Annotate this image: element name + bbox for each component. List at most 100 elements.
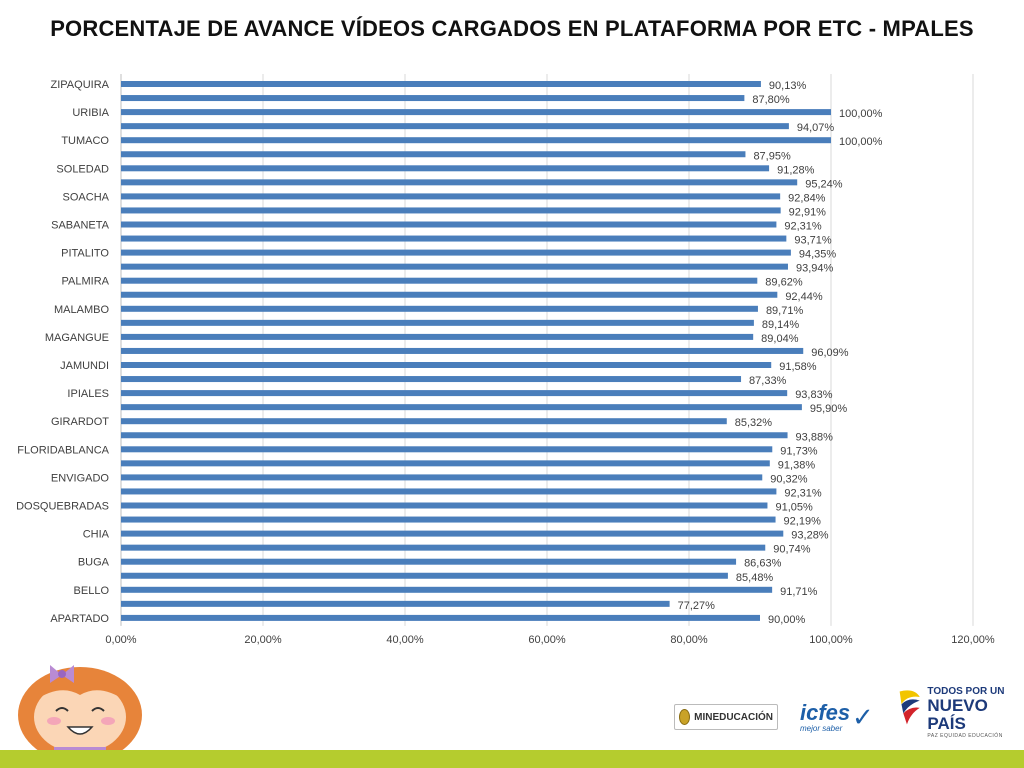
x-tick-label: 120,00% [951, 634, 995, 646]
bar [121, 558, 737, 565]
x-tick-label: 80,00% [670, 634, 708, 646]
bar [121, 530, 784, 537]
category-label: PITALITO [61, 248, 109, 260]
data-label: 87,80% [752, 94, 790, 106]
bar [121, 390, 788, 397]
bar [121, 277, 758, 284]
bar [121, 404, 802, 411]
bar [121, 179, 798, 186]
bar [121, 474, 763, 481]
data-label: 95,90% [810, 403, 848, 415]
data-label: 93,88% [796, 431, 834, 443]
bar [121, 572, 728, 579]
category-label: MALAMBO [54, 304, 109, 316]
bar [121, 81, 761, 87]
category-label: ENVIGADO [51, 472, 110, 484]
data-label: 91,73% [780, 445, 818, 457]
data-label: 90,32% [770, 473, 808, 485]
category-label: BUGA [78, 557, 110, 569]
mineducacion-logo: MINEDUCACIÓN [674, 704, 778, 730]
category-label: MAGANGUE [45, 332, 109, 344]
checkmark-icon: ✓ [852, 702, 874, 732]
x-tick-label: 40,00% [386, 634, 424, 646]
girl-illustration [18, 665, 142, 755]
bar [121, 95, 745, 102]
data-label: 86,63% [744, 558, 782, 570]
bar [121, 446, 773, 453]
data-label: 91,58% [779, 361, 817, 373]
bar [121, 460, 770, 467]
x-tick-label: 100,00% [809, 634, 853, 646]
data-label: 96,09% [811, 347, 849, 359]
bar [121, 165, 770, 172]
bar [121, 221, 777, 228]
data-label: 93,28% [791, 530, 829, 542]
category-label: GIRARDOT [51, 416, 109, 428]
data-label: 93,94% [796, 263, 834, 275]
data-label: 89,62% [765, 277, 803, 289]
data-label: 93,83% [795, 389, 833, 401]
x-tick-label: 60,00% [528, 634, 566, 646]
category-label: APARTADO [50, 613, 109, 625]
coat-of-arms-icon [679, 709, 691, 725]
bar [121, 137, 831, 144]
data-label: 92,91% [789, 206, 827, 218]
category-label: FLORIDABLANCA [17, 444, 109, 456]
bar [121, 544, 766, 551]
data-label: 93,71% [794, 235, 832, 247]
bar [121, 614, 760, 621]
icfes-logo: icfes mejor saber ✓ [800, 700, 874, 734]
data-label: 90,13% [769, 80, 807, 92]
bar [121, 347, 804, 354]
category-label: CHIA [83, 529, 110, 541]
category-label: URIBIA [72, 107, 109, 119]
category-label: SABANETA [51, 220, 110, 232]
bar [121, 432, 788, 439]
bar [121, 305, 758, 312]
data-label: 95,24% [805, 178, 843, 190]
data-label: 92,31% [784, 487, 822, 499]
bar [121, 123, 789, 130]
x-tick-label: 20,00% [244, 634, 282, 646]
data-label: 89,04% [761, 333, 799, 345]
data-label: 94,07% [797, 122, 835, 134]
category-label: JAMUNDI [60, 360, 109, 372]
category-label: DOSQUEBRADAS [16, 501, 109, 513]
footer-accent-bar [0, 750, 1024, 768]
bar [121, 235, 787, 242]
todos-por-un-nuevo-pais-logo: TODOS POR UN NUEVO PAÍS PAZ EQUIDAD EDUC… [896, 686, 1022, 739]
data-label: 89,14% [762, 319, 800, 331]
bar [121, 488, 777, 495]
data-label: 87,33% [749, 375, 787, 387]
bar [121, 418, 727, 425]
page-title: PORCENTAJE DE AVANCE VÍDEOS CARGADOS EN … [50, 16, 974, 41]
data-label: 77,27% [678, 600, 716, 612]
bar [121, 600, 670, 607]
bar [121, 376, 742, 383]
data-label: 92,31% [784, 221, 822, 233]
bar [121, 109, 831, 116]
data-label: 85,32% [735, 417, 773, 429]
data-label: 91,28% [777, 164, 815, 176]
bar [121, 362, 772, 368]
bar [121, 263, 788, 270]
category-label: SOACHA [63, 191, 110, 203]
bar [121, 207, 781, 214]
category-label: IPIALES [67, 388, 109, 400]
data-label: 100,00% [839, 108, 883, 120]
bar [121, 586, 773, 593]
category-label: SOLEDAD [56, 163, 109, 175]
data-label: 90,74% [773, 544, 811, 556]
x-tick-label: 0,00% [105, 634, 136, 646]
data-label: 89,71% [766, 305, 804, 317]
data-label: 92,44% [785, 291, 823, 303]
data-label: 91,38% [778, 459, 816, 471]
category-label: PALMIRA [62, 276, 110, 288]
data-label: 91,71% [780, 586, 818, 598]
bar [121, 151, 746, 158]
bar [121, 249, 791, 256]
data-label: 92,84% [788, 192, 826, 204]
data-label: 100,00% [839, 136, 883, 148]
bar [121, 502, 768, 509]
bar [121, 516, 776, 523]
